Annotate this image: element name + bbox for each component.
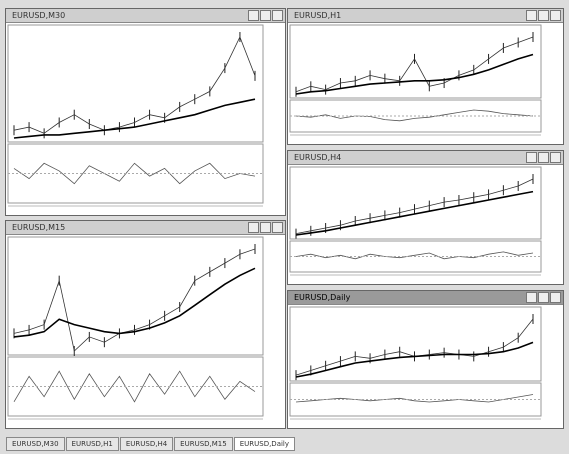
chart-window: EURUSD,M30 xyxy=(5,8,286,216)
tab[interactable]: EURUSD,H1 xyxy=(65,437,119,451)
window-button[interactable] xyxy=(248,222,259,233)
pane-frame xyxy=(7,236,264,356)
oscillator xyxy=(13,370,256,403)
chart-area xyxy=(289,24,542,136)
pane-frame xyxy=(7,24,264,143)
window-button[interactable] xyxy=(248,10,259,21)
title-bar: EURUSD,H4 xyxy=(288,151,563,165)
tab[interactable]: EURUSD,M15 xyxy=(174,437,233,451)
tab[interactable]: EURUSD,Daily xyxy=(233,437,296,451)
window-button[interactable] xyxy=(260,222,271,233)
window-button[interactable] xyxy=(550,10,561,21)
window-button[interactable] xyxy=(260,10,271,21)
window-button[interactable] xyxy=(526,292,537,303)
title-bar: EURUSD,M30 xyxy=(6,9,285,23)
price-line xyxy=(295,318,534,376)
oscillator xyxy=(295,251,534,260)
chart-window: EURUSD,H1 xyxy=(287,8,564,145)
moving-average xyxy=(13,98,256,139)
moving-average xyxy=(13,267,256,338)
window-buttons xyxy=(525,10,561,25)
window-buttons xyxy=(247,222,283,237)
window-button[interactable] xyxy=(526,152,537,163)
window-button[interactable] xyxy=(526,10,537,21)
window-title: EURUSD,Daily xyxy=(294,293,351,302)
pane-frame xyxy=(289,306,542,382)
price-line xyxy=(295,178,534,234)
window-button[interactable] xyxy=(550,152,561,163)
chart-window: EURUSD,M15 xyxy=(5,220,286,429)
window-title: EURUSD,M15 xyxy=(12,223,66,232)
moving-average xyxy=(295,53,534,95)
oscillator xyxy=(295,109,534,122)
tab[interactable]: EURUSD,H4 xyxy=(119,437,174,451)
chart-area xyxy=(7,236,264,420)
price-line xyxy=(13,35,256,134)
window-button[interactable] xyxy=(538,292,549,303)
title-bar: EURUSD,Daily xyxy=(288,291,563,305)
window-button[interactable] xyxy=(538,152,549,163)
window-button[interactable] xyxy=(272,222,283,233)
window-button[interactable] xyxy=(272,10,283,21)
tab-bar: EURUSD,M30 EURUSD,H1 EURUSD,H4 EURUSD,M15 EU… xyxy=(6,431,296,451)
window-title: EURUSD,M30 xyxy=(12,11,66,20)
chart-area xyxy=(289,166,542,276)
chart-window: EURUSD,Daily xyxy=(287,290,564,429)
window-buttons xyxy=(247,10,283,25)
price-line xyxy=(295,36,534,93)
window-buttons xyxy=(525,292,561,307)
pane-frame xyxy=(289,24,542,99)
moving-average xyxy=(295,190,534,236)
oscillator xyxy=(13,162,256,185)
window-buttons xyxy=(525,152,561,167)
chart-window: EURUSD,H4 xyxy=(287,150,564,285)
price-line xyxy=(13,248,256,352)
title-bar: EURUSD,M15 xyxy=(6,221,285,235)
oscillator xyxy=(295,394,534,403)
pane-frame xyxy=(289,166,542,240)
window-button[interactable] xyxy=(550,292,561,303)
chart-area xyxy=(289,306,542,420)
title-bar: EURUSD,H1 xyxy=(288,9,563,23)
window-title: EURUSD,H4 xyxy=(294,153,342,162)
moving-average xyxy=(295,341,534,378)
window-title: EURUSD,H1 xyxy=(294,11,342,20)
window-button[interactable] xyxy=(538,10,549,21)
chart-area xyxy=(7,24,264,207)
tab[interactable]: EURUSD,M30 xyxy=(6,437,65,451)
